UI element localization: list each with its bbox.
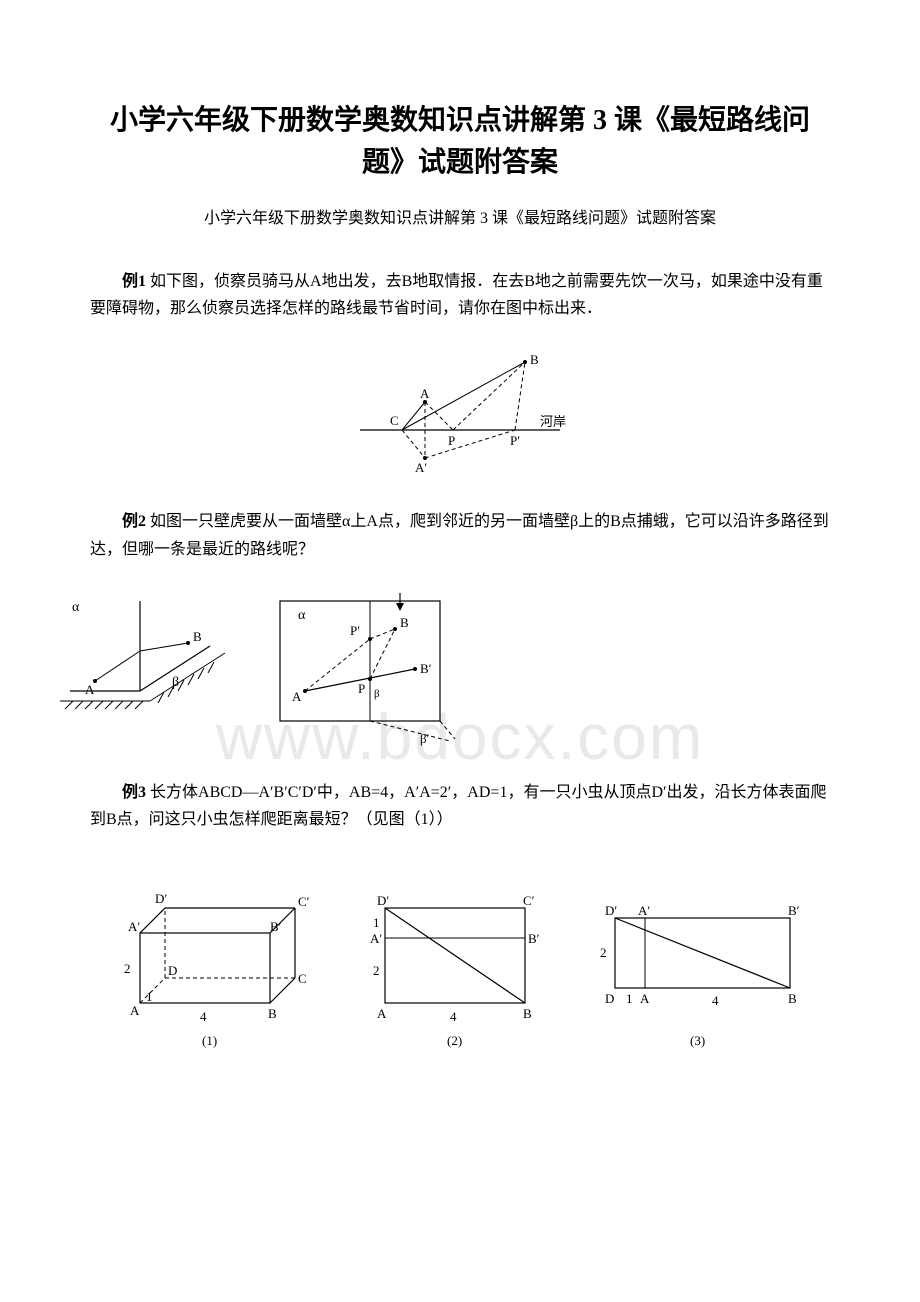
page-title: 小学六年级下册数学奥数知识点讲解第 3 课《最短路线问题》试题附答案 bbox=[90, 100, 830, 184]
figure-1-svg: B A C P P′ A′ 河岸 bbox=[340, 350, 580, 480]
fig3-1-D: D bbox=[168, 963, 177, 978]
example-2-text: 例2 如图一只壁虎要从一面墙壁α上A点，爬到邻近的另一面墙壁β上的B点捕蛾，它可… bbox=[90, 508, 830, 562]
fig3-3-B: B bbox=[788, 991, 797, 1006]
example-3-text: 例3 长方体ABCD—A′B′C′D′中，AB=4，A′A=2′，AD=1，有一… bbox=[90, 779, 830, 833]
fig3-1-Dp: D′ bbox=[155, 891, 167, 906]
fig3-3-h: 2 bbox=[600, 945, 607, 960]
fig3-2-cap: (2) bbox=[447, 1033, 462, 1048]
figure-3-1-svg: A B C D A′ B′ C′ D′ 4 2 1 (1) bbox=[110, 873, 320, 1053]
fig3-3-A: A bbox=[640, 991, 650, 1006]
fig3-1-d: 1 bbox=[146, 989, 153, 1004]
figure-3-3-svg: D′ A′ B′ D A B 1 2 4 (3) bbox=[590, 873, 810, 1053]
fig3-1-A: A bbox=[130, 1003, 140, 1018]
fig1-C: C bbox=[390, 413, 399, 428]
fig3-2-Ap: A′ bbox=[370, 931, 382, 946]
fig1-B: B bbox=[530, 352, 539, 367]
figure-3-2-svg: D′ C′ A′ B′ A B 1 2 4 (2) bbox=[355, 873, 555, 1053]
fig1-Pp: P′ bbox=[510, 433, 520, 448]
example-2-label: 例2 bbox=[122, 513, 146, 530]
fig3-1-C: C bbox=[298, 971, 307, 986]
figure-2: α β A B bbox=[60, 591, 830, 751]
example-2-body: 如图一只壁虎要从一面墙壁α上A点，爬到邻近的另一面墙壁β上的B点捕蛾，它可以沿许… bbox=[90, 513, 829, 557]
page-subtitle: 小学六年级下册数学奥数知识点讲解第 3 课《最短路线问题》试题附答案 bbox=[90, 204, 830, 228]
fig2a-A: A bbox=[85, 682, 95, 697]
figure-3: A B C D A′ B′ C′ D′ 4 2 1 (1) D′ C′ bbox=[90, 873, 830, 1053]
fig2b-P: P bbox=[358, 681, 365, 696]
example-1: 例1 如下图，侦察员骑马从A地出发，去B地取情报．在去B地之前需要先饮一次马，如… bbox=[90, 268, 830, 322]
fig3-1-h: 2 bbox=[124, 961, 131, 976]
fig3-3-Bp: B′ bbox=[788, 903, 800, 918]
fig1-A: A bbox=[420, 386, 430, 401]
fig2b-B: B bbox=[400, 615, 409, 630]
example-3: 例3 长方体ABCD—A′B′C′D′中，AB=4，A′A=2′，AD=1，有一… bbox=[90, 779, 830, 833]
fig2b-beta: β′ bbox=[420, 731, 430, 746]
fig3-1-w: 4 bbox=[200, 1009, 207, 1024]
fig3-3-d: 1 bbox=[626, 991, 633, 1006]
fig3-3-cap: (3) bbox=[690, 1033, 705, 1048]
example-1-body: 如下图，侦察员骑马从A地出发，去B地取情报．在去B地之前需要先饮一次马，如果途中… bbox=[90, 273, 823, 317]
fig3-2-A: A bbox=[377, 1006, 387, 1021]
figure-2a-svg: α β A B bbox=[60, 591, 230, 741]
fig1-Ap: A′ bbox=[415, 460, 427, 475]
figure-1: B A C P P′ A′ 河岸 bbox=[90, 350, 830, 480]
figure-2b-svg: α A B B′ P′ P β bbox=[250, 591, 470, 751]
fig3-1-Cp: C′ bbox=[298, 894, 310, 909]
example-1-text: 例1 如下图，侦察员骑马从A地出发，去B地取情报．在去B地之前需要先饮一次马，如… bbox=[90, 268, 830, 322]
fig2b-alpha: α bbox=[298, 608, 306, 623]
example-2: 例2 如图一只壁虎要从一面墙壁α上A点，爬到邻近的另一面墙壁β上的B点捕蛾，它可… bbox=[90, 508, 830, 562]
example-3-label: 例3 bbox=[122, 784, 146, 801]
fig3-2-B: B bbox=[523, 1006, 532, 1021]
fig3-1-Ap: A′ bbox=[128, 919, 140, 934]
fig2b-Pb: β bbox=[374, 688, 380, 700]
fig3-2-Bp: B′ bbox=[528, 931, 540, 946]
fig2a-B: B bbox=[193, 629, 202, 644]
fig3-2-h1: 1 bbox=[373, 915, 380, 930]
fig3-1-Bp: B′ bbox=[270, 919, 282, 934]
fig3-3-w: 4 bbox=[712, 993, 719, 1008]
fig2a-alpha: α bbox=[72, 600, 80, 615]
fig1-P: P bbox=[448, 433, 455, 448]
fig3-2-w: 4 bbox=[450, 1009, 457, 1024]
fig3-3-Dp: D′ bbox=[605, 903, 617, 918]
fig3-2-h2: 2 bbox=[373, 963, 380, 978]
fig2b-Pp: P′ bbox=[350, 623, 360, 638]
fig3-2-Cp: C′ bbox=[523, 893, 535, 908]
fig2b-A: A bbox=[292, 689, 302, 704]
fig3-3-Ap: A′ bbox=[638, 903, 650, 918]
example-1-label: 例1 bbox=[122, 273, 146, 290]
fig3-1-cap: (1) bbox=[202, 1033, 217, 1048]
fig1-river: 河岸 bbox=[540, 414, 566, 429]
fig2b-Bp: B′ bbox=[420, 661, 432, 676]
fig3-3-D: D bbox=[605, 991, 614, 1006]
fig3-2-Dp: D′ bbox=[377, 893, 389, 908]
example-3-body: 长方体ABCD—A′B′C′D′中，AB=4，A′A=2′，AD=1，有一只小虫… bbox=[90, 784, 827, 828]
fig3-1-B: B bbox=[268, 1006, 277, 1021]
